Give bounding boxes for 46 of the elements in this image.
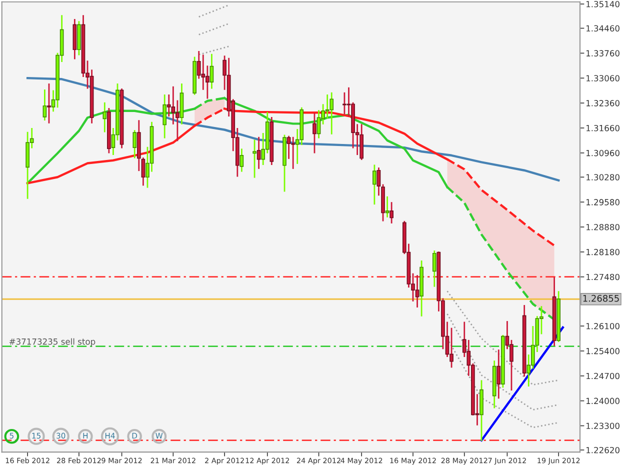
candlestick: [42, 90, 47, 120]
candlestick: [47, 83, 51, 124]
candlestick: [496, 350, 501, 399]
candlestick: [385, 196, 390, 218]
y-tick-label: 1.22620: [586, 446, 620, 454]
y-tick-label: 1.27480: [586, 274, 620, 280]
candlestick: [102, 102, 107, 132]
y-tick-label: 1.31660: [586, 124, 620, 132]
y-tick-label: 1.26100: [586, 323, 620, 330]
candlestick: [372, 164, 376, 205]
candlestick: [390, 202, 394, 224]
candlestick: [240, 148, 244, 172]
candlestick: [330, 92, 334, 134]
candlestick: [171, 86, 176, 124]
y-tick-label: 1.29580: [586, 199, 620, 206]
candlestick: [415, 275, 420, 308]
candlestick: [162, 94, 167, 138]
y-tick-label: 1.24000: [586, 398, 620, 404]
candlestick: [256, 136, 261, 169]
candlestick: [291, 136, 295, 169]
y-tick-label: 1.32360: [586, 100, 620, 106]
candlestick: [342, 92, 346, 114]
candlestick: [286, 136, 291, 159]
candlestick: [312, 113, 316, 154]
ref-line-label: 1.26855: [583, 294, 619, 302]
line-series: [446, 290, 560, 386]
y-tick-label: 1.33060: [586, 75, 620, 82]
y-tick-label: 1.33760: [586, 50, 620, 56]
y-tick-label: 1.25400: [586, 348, 620, 354]
y-tick-label: 1.30960: [586, 150, 620, 156]
line-series: [26, 76, 560, 182]
candlestick: [252, 140, 256, 178]
candlestick: [132, 130, 137, 158]
y-tick-label: 1.35140: [586, 0, 620, 8]
candlestick: [316, 110, 321, 138]
y-tick-label: 1.34460: [586, 25, 620, 32]
ref-line-label: #37173235 sell stop: [9, 338, 96, 346]
y-tick-label: 1.28180: [586, 248, 620, 256]
y-tick-label: 1.23300: [586, 422, 620, 430]
candlestick: [360, 124, 364, 160]
line-series: [446, 313, 560, 410]
y-tick-label: 1.28880: [586, 224, 620, 230]
y-tick-label: 1.30280: [586, 174, 620, 180]
candlestick: [432, 250, 436, 287]
candlestick: [210, 54, 214, 89]
y-tick-label: 1.24700: [586, 372, 620, 380]
